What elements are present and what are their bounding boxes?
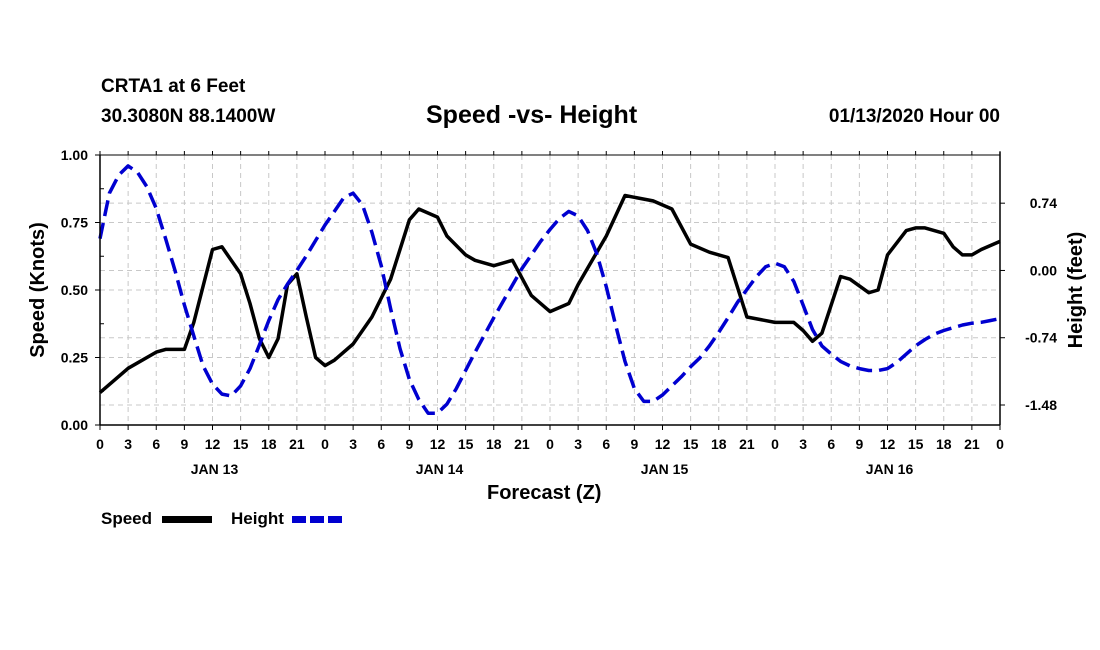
x-tick-label: 3 [799, 436, 807, 452]
y-tick-label: 1.00 [61, 147, 88, 163]
x-tick-label: 0 [546, 436, 554, 452]
x-tick-label: 3 [574, 436, 582, 452]
x-tick-label: 15 [908, 436, 924, 452]
x-tick-label: 21 [964, 436, 980, 452]
day-label: JAN 16 [866, 461, 914, 477]
x-axis-title: Forecast (Z) [487, 482, 602, 504]
legend-speed-swatch [162, 516, 212, 523]
y2-axis-title: Height (feet) [1065, 232, 1087, 349]
x-tick-label: 6 [377, 436, 385, 452]
x-tick-label: 6 [827, 436, 835, 452]
y2-tick-label: -1.48 [1025, 397, 1057, 413]
coordinates-label: 30.3080N 88.1400W [101, 106, 276, 127]
day-label: JAN 15 [641, 461, 689, 477]
y-tick-label: 0.25 [61, 350, 88, 366]
x-tick-label: 9 [630, 436, 638, 452]
forecast-date: 01/13/2020 Hour 00 [828, 106, 1000, 127]
legend-height-swatch [292, 516, 342, 523]
x-tick-label: 3 [124, 436, 132, 452]
x-tick-label: 21 [289, 436, 305, 452]
y2-tick-label: 0.00 [1030, 262, 1057, 278]
x-tick-label: 9 [855, 436, 863, 452]
x-tick-label: 21 [514, 436, 530, 452]
y2-tick-label: 0.74 [1030, 195, 1057, 211]
y-tick-label: 0.75 [61, 215, 88, 231]
y-axis-title: Speed (Knots) [27, 222, 49, 358]
x-tick-label: 6 [152, 436, 160, 452]
x-tick-label: 18 [486, 436, 502, 452]
day-label: JAN 14 [416, 461, 464, 477]
legend-speed-label: Speed [101, 509, 153, 528]
x-tick-label: 21 [739, 436, 755, 452]
x-tick-label: 12 [880, 436, 896, 452]
x-tick-label: 15 [683, 436, 699, 452]
x-tick-label: 12 [655, 436, 671, 452]
x-tick-label: 9 [180, 436, 188, 452]
x-tick-label: 18 [711, 436, 727, 452]
x-tick-label: 0 [996, 436, 1004, 452]
y-tick-label: 0.50 [61, 282, 88, 298]
legend-height-label: Height [231, 509, 284, 528]
day-label: JAN 13 [191, 461, 239, 477]
x-tick-label: 6 [602, 436, 610, 452]
x-tick-label: 12 [205, 436, 221, 452]
x-tick-label: 0 [321, 436, 329, 452]
x-tick-label: 15 [458, 436, 474, 452]
x-tick-label: 12 [430, 436, 446, 452]
x-tick-label: 9 [405, 436, 413, 452]
x-tick-label: 0 [771, 436, 779, 452]
y2-tick-label: -0.74 [1025, 330, 1057, 346]
x-tick-label: 18 [936, 436, 952, 452]
x-tick-label: 18 [261, 436, 277, 452]
station-label: CRTA1 at 6 Feet [101, 76, 246, 97]
x-tick-label: 3 [349, 436, 357, 452]
x-tick-label: 15 [233, 436, 249, 452]
x-tick-label: 0 [96, 436, 104, 452]
series-line-height [98, 164, 1001, 415]
chart-title: Speed -vs- Height [426, 101, 638, 129]
y-tick-label: 0.00 [61, 417, 88, 433]
